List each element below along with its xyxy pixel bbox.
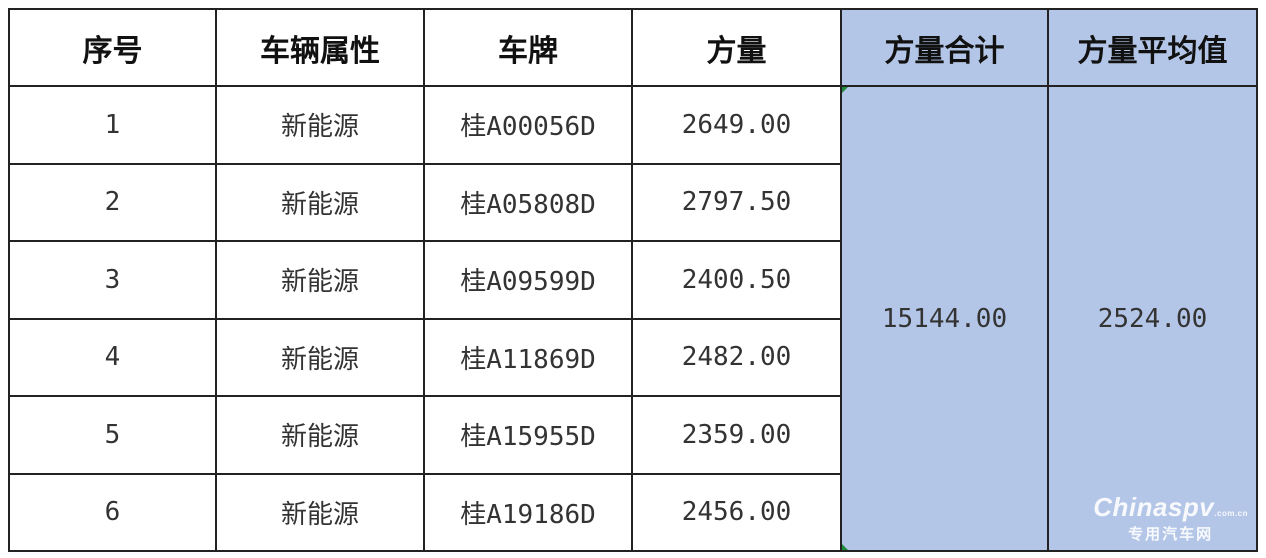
header-vehicle-type[interactable]: 车辆属性 [215,8,425,87]
table-row: 4 新能源 桂A11869D 2482.00 [8,317,1257,397]
cell-vehicle-type[interactable]: 新能源 [215,85,425,165]
watermark-domain: .com.cn [1214,509,1248,518]
cell-volume[interactable]: 2482.00 [631,317,842,397]
cell-volume-average[interactable]: 2524.00 [1047,85,1258,552]
cell-volume-total[interactable]: 15144.00 [840,85,1049,552]
comment-marker-icon [842,544,848,550]
cell-index[interactable]: 2 [8,162,217,242]
cell-volume[interactable]: 2649.00 [631,85,842,165]
cell-plate[interactable]: 桂A15955D [423,395,633,475]
cell-vehicle-type[interactable]: 新能源 [215,240,425,320]
cell-vehicle-type[interactable]: 新能源 [215,472,425,552]
table-row: 3 新能源 桂A09599D 2400.50 [8,240,1257,320]
cell-index[interactable]: 5 [8,395,217,475]
cell-plate[interactable]: 桂A05808D [423,162,633,242]
comment-marker-icon [842,87,848,93]
cell-plate[interactable]: 桂A19186D [423,472,633,552]
cell-index[interactable]: 4 [8,317,217,397]
cell-plate[interactable]: 桂A00056D [423,85,633,165]
cell-vehicle-type[interactable]: 新能源 [215,317,425,397]
cell-volume[interactable]: 2400.50 [631,240,842,320]
chinaspv-watermark-logo: Chinaspv.com.cn 专用汽车网 [1093,492,1248,544]
header-volume-total[interactable]: 方量合计 [840,8,1049,87]
cell-index[interactable]: 6 [8,472,217,552]
volume-total-value: 15144.00 [881,303,1008,334]
header-volume-average[interactable]: 方量平均值 [1047,8,1258,87]
cell-plate[interactable]: 桂A11869D [423,317,633,397]
header-plate[interactable]: 车牌 [423,8,633,87]
header-row: 序号 车辆属性 车牌 方量 方量合计 方量平均值 [8,8,1258,87]
table-row: 1 新能源 桂A00056D 2649.00 15144.00 2524.00 [8,85,1258,552]
volume-table: 序号 车辆属性 车牌 方量 方量合计 方量平均值 1 新能源 桂A00056D … [8,8,1258,552]
table-row: 5 新能源 桂A15955D 2359.00 [8,395,1257,475]
cell-volume[interactable]: 2456.00 [631,472,842,552]
cell-vehicle-type[interactable]: 新能源 [215,395,425,475]
cell-plate[interactable]: 桂A09599D [423,240,633,320]
cell-vehicle-type[interactable]: 新能源 [215,162,425,242]
cell-volume[interactable]: 2359.00 [631,395,842,475]
watermark-subtitle: 专用汽车网 [1128,525,1214,543]
table-row: 2 新能源 桂A05808D 2797.50 [8,162,1257,242]
cell-index[interactable]: 3 [8,240,217,320]
table-row: 6 新能源 桂A19186D 2456.00 [8,472,1257,552]
cell-volume[interactable]: 2797.50 [631,162,842,242]
watermark-brand: Chinaspv [1093,492,1215,522]
header-index[interactable]: 序号 [8,8,217,87]
header-volume[interactable]: 方量 [631,8,842,87]
cell-index[interactable]: 1 [8,85,217,165]
